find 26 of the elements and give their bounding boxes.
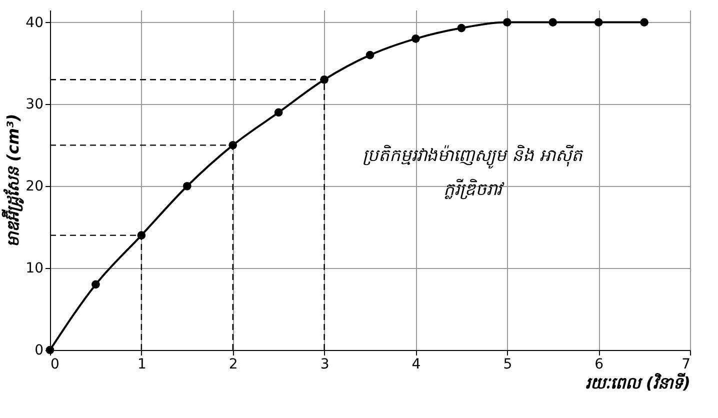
point xyxy=(457,24,466,32)
y-tick-label: 0 xyxy=(34,342,44,358)
x-tick-label: 7 xyxy=(682,356,690,372)
x-tick-label: 4 xyxy=(412,356,421,372)
y-tick-label: 40 xyxy=(26,14,44,31)
annotation: ប្រតិកម្មរវាងម៉ាញេស្យូម និង អាស៊ីត ក្លរីឌ្រិចរាវ xyxy=(362,144,584,200)
x-tick-label: 0 xyxy=(50,356,60,372)
y-axis-title: មាឌអ៊ីដ្រូសែន (cm³) xyxy=(2,114,25,248)
y-tick-label: 20 xyxy=(26,178,44,195)
point xyxy=(548,18,558,26)
x-tick-label: 5 xyxy=(503,356,512,372)
x-axis-title: រយៈពេល (វិនាទី) xyxy=(585,372,690,392)
point xyxy=(640,18,648,26)
x-tick-label: 6 xyxy=(594,356,604,372)
point xyxy=(594,18,603,26)
x-tick-label: 2 xyxy=(228,356,238,372)
x-tick-label: 3 xyxy=(320,356,330,372)
y-tick-label: 30 xyxy=(26,96,44,113)
y-tick-label: 10 xyxy=(26,260,44,277)
point xyxy=(502,18,512,26)
point xyxy=(412,34,420,43)
point xyxy=(182,182,192,190)
point xyxy=(366,50,374,60)
point xyxy=(274,108,283,117)
point xyxy=(92,280,100,289)
x-tick-label: 1 xyxy=(137,356,146,372)
